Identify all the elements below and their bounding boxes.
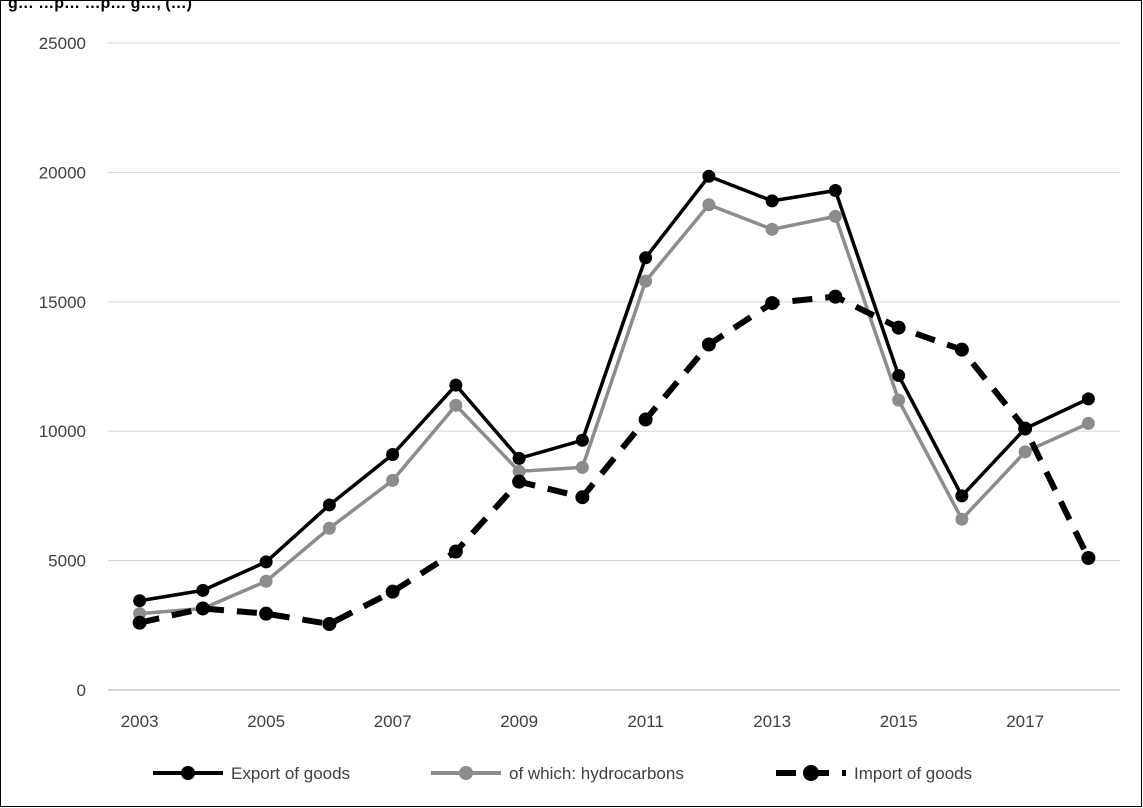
- data-point: [575, 460, 589, 474]
- y-axis-ticks: 0 5000 10000 15000 20000 25000: [39, 34, 86, 700]
- data-point: [512, 451, 526, 465]
- data-point: [955, 489, 969, 503]
- data-point: [322, 617, 337, 632]
- data-point: [575, 433, 589, 447]
- data-point: [765, 296, 780, 311]
- data-point: [891, 320, 906, 335]
- legend-swatch-marker: [459, 766, 473, 780]
- data-point: [448, 544, 463, 559]
- x-tick-label: 2007: [374, 712, 412, 731]
- x-tick-label: 2009: [500, 712, 538, 731]
- data-point: [259, 606, 274, 621]
- x-tick-label: 2017: [1006, 712, 1044, 731]
- data-point: [512, 464, 526, 478]
- legend-label: Export of goods: [231, 764, 350, 783]
- data-point: [828, 184, 842, 198]
- legend: Export of goods of which: hydrocarbons Imp…: [153, 764, 972, 783]
- data-point: [639, 251, 653, 265]
- y-tick-label: 0: [77, 681, 86, 700]
- data-point: [955, 512, 969, 526]
- data-point: [575, 490, 590, 505]
- legend-item: of which: hydrocarbons: [431, 764, 684, 783]
- data-point: [954, 342, 969, 357]
- x-tick-label: 2013: [753, 712, 791, 731]
- data-point: [386, 473, 400, 487]
- data-point: [1018, 421, 1033, 436]
- y-tick-label: 20000: [39, 163, 86, 182]
- y-tick-label: 5000: [48, 552, 86, 571]
- x-tick-label: 2003: [121, 712, 159, 731]
- legend-swatch-marker: [181, 766, 195, 780]
- legend-item: Export of goods: [153, 764, 350, 783]
- series-0: [133, 169, 1095, 608]
- data-point: [386, 447, 400, 461]
- series-line: [139, 203, 1090, 616]
- x-tick-label: 2011: [627, 712, 664, 731]
- data-point: [133, 594, 147, 608]
- series-2: [132, 289, 1096, 632]
- data-point: [449, 398, 463, 412]
- y-tick-label: 25000: [39, 34, 86, 53]
- data-point: [701, 337, 716, 352]
- series-line: [138, 293, 1092, 628]
- data-point: [385, 584, 400, 599]
- data-point: [196, 583, 210, 597]
- chart-title: g… …p… …p… g…, (…): [8, 0, 192, 12]
- x-axis-ticks: 2003 2005 2007 2009 2011 2013 2015 2017: [121, 712, 1044, 731]
- legend-label: of which: hydrocarbons: [509, 764, 684, 783]
- data-point: [1081, 416, 1095, 430]
- data-point: [512, 474, 527, 489]
- series-1: [133, 198, 1095, 621]
- data-point: [828, 289, 843, 304]
- data-point: [702, 198, 716, 212]
- data-point: [322, 498, 336, 512]
- data-point: [1018, 445, 1032, 459]
- gridlines: [108, 42, 1120, 691]
- series-line: [139, 174, 1090, 603]
- series-layer: [132, 169, 1096, 632]
- data-point: [1081, 551, 1096, 566]
- data-point: [449, 378, 463, 392]
- legend-item: Import of goods: [776, 764, 972, 783]
- data-point: [639, 274, 653, 288]
- data-point: [828, 209, 842, 223]
- data-point: [259, 574, 273, 588]
- x-tick-label: 2005: [247, 712, 285, 731]
- data-point: [195, 601, 210, 616]
- data-point: [765, 194, 779, 208]
- legend-label: Import of goods: [854, 764, 972, 783]
- data-point: [892, 393, 906, 407]
- data-point: [322, 521, 336, 535]
- y-tick-label: 10000: [39, 422, 86, 441]
- data-point: [132, 615, 147, 630]
- data-point: [765, 222, 779, 236]
- data-point: [638, 412, 653, 427]
- data-point: [259, 555, 273, 569]
- x-tick-label: 2015: [880, 712, 918, 731]
- data-point: [1081, 392, 1095, 406]
- data-point: [702, 169, 716, 183]
- legend-swatch-marker: [803, 765, 819, 781]
- data-point: [892, 369, 906, 383]
- y-tick-label: 15000: [39, 293, 86, 312]
